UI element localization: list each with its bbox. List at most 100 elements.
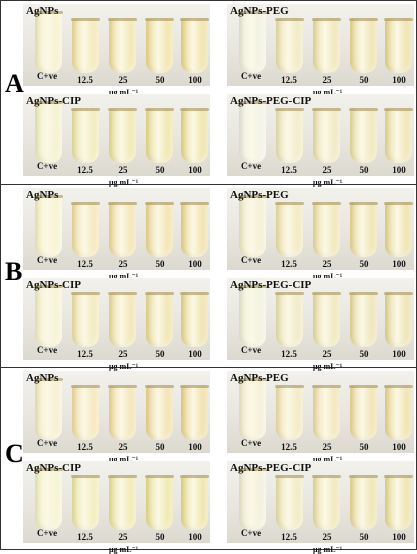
section-letter: B	[5, 257, 23, 286]
sample-tube	[312, 202, 341, 257]
sample-tube	[180, 385, 209, 440]
tube-label: 100	[188, 75, 202, 85]
control-tube	[34, 285, 63, 347]
sample-tube	[384, 18, 413, 73]
sample-tube	[312, 18, 341, 73]
tube-label: 100	[188, 349, 202, 359]
sample-tube	[349, 18, 378, 73]
photo-panel: AgNPs-CIP C+ve 12.5 25 50 100	[23, 94, 210, 176]
sample-tube	[384, 202, 413, 257]
panel-title: AgNPs	[26, 5, 59, 17]
control-tube	[34, 195, 63, 257]
sample-tube	[312, 108, 341, 163]
sample-tube	[108, 385, 137, 440]
tube-label: 25	[322, 442, 332, 452]
photo-panel: AgNPs-PEG-CIP C+ve 12.5 25 50 100	[227, 278, 414, 360]
tube-label: 25	[322, 165, 332, 175]
sample-tube	[145, 385, 174, 440]
sample-tube	[349, 202, 378, 257]
sample-tube	[180, 108, 209, 163]
tube-label: 50	[359, 349, 369, 359]
tube-label: C+ve	[240, 161, 262, 171]
tube-label: 12.5	[77, 165, 93, 175]
tube-label: 25	[322, 75, 332, 85]
control-tube	[34, 468, 63, 530]
photo-panel: AgNPs-PEG-CIP C+ve 12.5 25 50 100	[227, 461, 414, 543]
tube-label: C+ve	[36, 528, 58, 538]
photo-panel: AgNPs-CIP C+ve 12.5 25 50 100	[23, 461, 210, 543]
tube-label: 100	[188, 165, 202, 175]
control-tube	[238, 285, 267, 347]
tube-label: 50	[359, 442, 369, 452]
tube-label: 25	[118, 442, 128, 452]
sample-tube	[312, 385, 341, 440]
control-tube	[238, 468, 267, 530]
tube-label: 12.5	[77, 349, 93, 359]
panel-title: AgNPs-PEG	[230, 189, 289, 201]
tube-label: 25	[118, 349, 128, 359]
unit-label: μg mL⁻¹	[109, 362, 139, 371]
sample-tube	[384, 292, 413, 347]
tube-label: 50	[359, 75, 369, 85]
tube-row	[23, 4, 210, 86]
tube-label: 100	[392, 165, 406, 175]
sample-tube	[349, 292, 378, 347]
tube-label: C+ve	[240, 438, 262, 448]
unit-label: μg mL⁻¹	[313, 272, 343, 281]
sample-tube	[71, 385, 100, 440]
tube-label: 25	[118, 75, 128, 85]
photo-panel: AgNPs C+ve 12.5 25 50 100	[23, 188, 210, 270]
tube-label: 25	[118, 532, 128, 542]
sample-tube	[180, 292, 209, 347]
tube-label: 12.5	[281, 75, 297, 85]
tube-label: 12.5	[77, 532, 93, 542]
panel-title: AgNPs	[26, 189, 59, 201]
tube-row	[227, 188, 414, 270]
sample-tube	[145, 475, 174, 530]
tube-label: 50	[155, 259, 165, 269]
sample-tube	[384, 108, 413, 163]
tube-label: 50	[359, 259, 369, 269]
panel-title: AgNPs-CIP	[26, 462, 81, 474]
photo-panel: AgNPs-CIP C+ve 12.5 25 50 100	[23, 278, 210, 360]
sample-tube	[275, 385, 304, 440]
sample-tube	[108, 292, 137, 347]
panel-title: AgNPs	[26, 372, 59, 384]
photo-panel: AgNPs C+ve 12.5 25 50 100	[23, 4, 210, 86]
sample-tube	[108, 108, 137, 163]
section-b: B AgNPs C+ve 12.5 25 50 100 μg mL⁻¹ AgNPs-PEG C+v…	[1, 185, 416, 371]
control-tube	[34, 11, 63, 73]
tube-row	[23, 371, 210, 453]
tube-label: 100	[188, 442, 202, 452]
sample-tube	[71, 18, 100, 73]
panel-title: AgNPs-PEG	[230, 5, 289, 17]
sample-tube	[108, 475, 137, 530]
tube-label: 12.5	[281, 442, 297, 452]
tube-label: C+ve	[240, 255, 262, 265]
tube-label: 100	[392, 349, 406, 359]
sample-tube	[312, 292, 341, 347]
tube-label: 12.5	[281, 165, 297, 175]
control-tube	[34, 101, 63, 163]
sample-tube	[384, 475, 413, 530]
tube-row	[227, 94, 414, 176]
section-letter: A	[5, 69, 24, 98]
tube-label: 100	[392, 259, 406, 269]
panel-title: AgNPs-PEG-CIP	[230, 279, 312, 291]
section-a: A AgNPs C+ve 12.5 25 50 100 μg mL⁻¹ AgNPs-PEG C+v…	[1, 1, 416, 187]
sample-tube	[145, 292, 174, 347]
tube-label: 25	[118, 165, 128, 175]
tube-label: 100	[188, 532, 202, 542]
sample-tube	[145, 18, 174, 73]
tube-label: 25	[118, 259, 128, 269]
tube-label: C+ve	[36, 161, 58, 171]
unit-label: μg mL⁻¹	[313, 545, 343, 554]
tube-label: C+ve	[36, 438, 58, 448]
section-letter: C	[5, 439, 24, 468]
sample-tube	[349, 108, 378, 163]
tube-row	[23, 94, 210, 176]
panel-title: AgNPs-CIP	[26, 95, 81, 107]
control-tube	[238, 195, 267, 257]
tube-label: 25	[322, 349, 332, 359]
tube-label: 100	[392, 532, 406, 542]
